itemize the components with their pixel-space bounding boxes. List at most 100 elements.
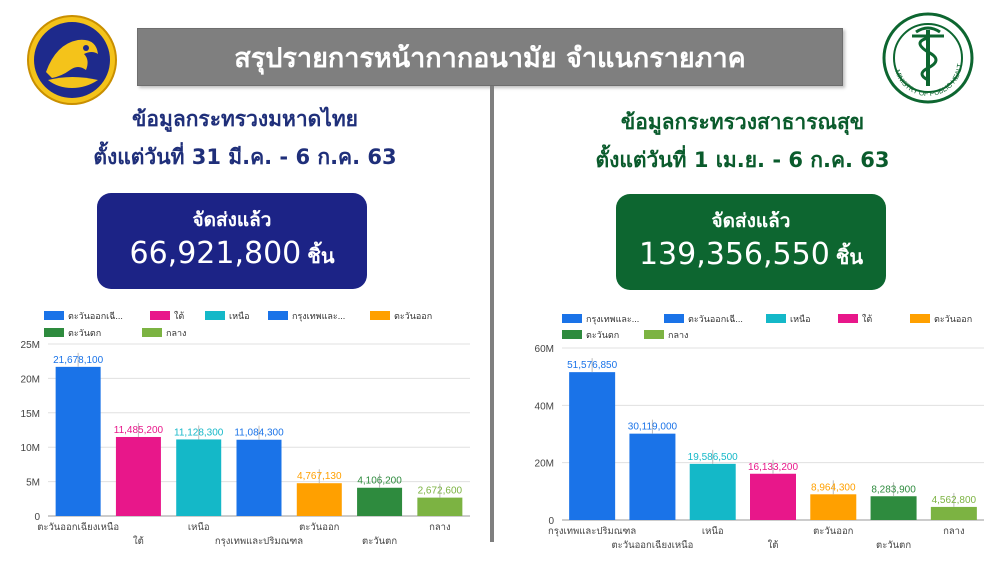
legend-swatch bbox=[664, 314, 684, 323]
left-source-title: ข้อมูลกระทรวงมหาดไทย ตั้งแต่วันที่ 31 มี… bbox=[60, 100, 430, 176]
legend-label: ตะวันออก bbox=[934, 314, 972, 324]
x-tick-label: เหนือ bbox=[702, 526, 724, 537]
x-tick-label: ตะวันออก bbox=[299, 522, 340, 533]
right-total-label: จัดส่งแล้ว bbox=[711, 210, 791, 232]
left-total-box: จัดส่งแล้ว 66,921,800 ชิ้น bbox=[97, 193, 367, 289]
y-tick-label: 0 bbox=[34, 512, 40, 523]
legend-swatch bbox=[644, 330, 664, 339]
bar-data-label: 11,485,200 bbox=[114, 425, 164, 436]
bar-data-label: 51,576,850 bbox=[567, 360, 617, 371]
bar-data-label: 30,119,000 bbox=[628, 422, 678, 433]
x-tick-label: ใต้ bbox=[133, 535, 144, 547]
right-total-value-line: 139,356,550 ชิ้น bbox=[639, 235, 863, 277]
legend-swatch bbox=[562, 314, 582, 323]
legend-label: ใต้ bbox=[862, 314, 872, 324]
left-source-line1: ข้อมูลกระทรวงมหาดไทย bbox=[132, 107, 358, 131]
right-total-box: จัดส่งแล้ว 139,356,550 ชิ้น bbox=[616, 194, 886, 290]
right-bar-chart-svg: กรุงเทพและ... ตะวันออกเฉี... เหนือ ใต้ ตะวัน… bbox=[535, 314, 984, 551]
bar bbox=[810, 494, 857, 520]
x-tick-label: กลาง bbox=[429, 522, 451, 533]
legend-label: เหนือ bbox=[229, 311, 250, 321]
legend-swatch bbox=[44, 311, 64, 320]
right-total-value: 139,356,550 bbox=[638, 237, 830, 272]
x-tick-label: เหนือ bbox=[188, 522, 210, 533]
legend-swatch bbox=[150, 311, 170, 320]
legend-swatch bbox=[838, 314, 858, 323]
bar-data-label: 16,133,200 bbox=[748, 462, 798, 473]
left-total-unit: ชิ้น bbox=[307, 244, 335, 268]
x-tick-label: กรุงเทพและปริมณฑล bbox=[548, 526, 636, 537]
bar-data-label: 21,678,100 bbox=[53, 355, 103, 366]
right-source-line1: ข้อมูลกระทรวงสาธารณสุข bbox=[620, 110, 865, 134]
legend-label: ตะวันออก bbox=[394, 311, 432, 321]
bar-data-label: 2,672,600 bbox=[418, 486, 463, 497]
legend-label: ตะวันตก bbox=[68, 328, 101, 338]
bar bbox=[930, 506, 977, 520]
x-tick-label: ใต้ bbox=[768, 539, 779, 551]
bar bbox=[55, 366, 101, 516]
ministry-of-public-health-logo: MINISTRY OF PUBLIC HEALTH bbox=[882, 12, 974, 104]
ministry-of-interior-logo bbox=[27, 15, 117, 105]
legend-label: กรุงเทพและ... bbox=[586, 314, 639, 325]
panel-divider bbox=[490, 86, 494, 542]
y-tick-label: 60M bbox=[535, 344, 554, 355]
bar bbox=[357, 487, 403, 516]
left-total-label: จัดส่งแล้ว bbox=[192, 209, 272, 231]
bar-data-label: 4,562,800 bbox=[932, 495, 977, 506]
bar bbox=[870, 496, 917, 520]
left-total-value: 66,921,800 bbox=[129, 236, 302, 271]
bar-data-label: 19,586,500 bbox=[688, 452, 738, 463]
bar bbox=[176, 439, 222, 516]
bar-data-label: 4,767,130 bbox=[297, 471, 342, 482]
legend-swatch bbox=[562, 330, 582, 339]
legend-label: ตะวันออกเฉี... bbox=[688, 314, 743, 324]
legend-swatch bbox=[766, 314, 786, 323]
bar-data-label: 8,964,300 bbox=[811, 482, 856, 493]
x-tick-label: ตะวันตก bbox=[876, 540, 911, 551]
legend-swatch bbox=[205, 311, 225, 320]
y-tick-label: 0 bbox=[548, 516, 554, 527]
legend-swatch bbox=[910, 314, 930, 323]
bar bbox=[750, 473, 796, 520]
y-tick-label: 10M bbox=[21, 443, 40, 454]
bar bbox=[115, 436, 161, 516]
y-tick-label: 40M bbox=[535, 401, 554, 412]
y-tick-label: 5M bbox=[26, 478, 40, 489]
page-title: สรุปรายการหน้ากากอนามัย จำแนกรายภาค bbox=[137, 28, 843, 86]
right-bar-chart: กรุงเทพและ... ตะวันออกเฉี... เหนือ ใต้ ตะวัน… bbox=[522, 305, 1000, 560]
legend-label: ตะวันตก bbox=[586, 330, 619, 340]
left-bar-chart-svg: ตะวันออกเฉี... ใต้ เหนือ กรุงเทพและ... ตะวัน… bbox=[21, 311, 470, 547]
bar bbox=[629, 433, 676, 520]
legend-swatch bbox=[268, 311, 288, 320]
left-source-line2: ตั้งแต่วันที่ 31 มี.ค. - 6 ก.ค. 63 bbox=[93, 145, 397, 169]
legend-label: กลาง bbox=[166, 328, 186, 338]
legend-label: เหนือ bbox=[790, 314, 811, 324]
legend-label: กลาง bbox=[668, 330, 688, 340]
legend-swatch bbox=[370, 311, 390, 320]
x-tick-label: ตะวันออก bbox=[813, 526, 854, 537]
bar bbox=[236, 439, 282, 516]
x-tick-label: ตะวันออกเฉียงเหนือ bbox=[611, 539, 693, 551]
right-source-title: ข้อมูลกระทรวงสาธารณสุข ตั้งแต่วันที่ 1 เ… bbox=[555, 103, 930, 179]
legend-label: กรุงเทพและ... bbox=[292, 311, 345, 322]
left-total-value-line: 66,921,800 ชิ้น bbox=[129, 234, 334, 276]
legend-label: ตะวันออกเฉี... bbox=[68, 311, 123, 321]
left-bar-chart: ตะวันออกเฉี... ใต้ เหนือ กรุงเทพและ... ตะวัน… bbox=[0, 300, 490, 560]
y-tick-label: 25M bbox=[21, 340, 40, 351]
bar-data-label: 11,128,300 bbox=[174, 427, 224, 438]
legend-swatch bbox=[44, 328, 64, 337]
bar bbox=[569, 372, 616, 520]
bar-data-label: 11,084,300 bbox=[234, 428, 284, 439]
x-tick-label: ตะวันตก bbox=[362, 536, 397, 547]
right-source-line2: ตั้งแต่วันที่ 1 เม.ย. - 6 ก.ค. 63 bbox=[595, 148, 890, 172]
y-tick-label: 20M bbox=[535, 459, 554, 470]
bar bbox=[296, 483, 342, 516]
bar-data-label: 8,283,900 bbox=[871, 484, 916, 495]
x-tick-label: ตะวันออกเฉียงเหนือ bbox=[37, 521, 119, 533]
x-tick-label: กรุงเทพและปริมณฑล bbox=[215, 536, 303, 547]
y-tick-label: 20M bbox=[21, 374, 40, 385]
x-tick-label: กลาง bbox=[943, 526, 965, 537]
bar bbox=[689, 463, 736, 520]
legend-swatch bbox=[142, 328, 162, 337]
y-tick-label: 15M bbox=[21, 409, 40, 420]
